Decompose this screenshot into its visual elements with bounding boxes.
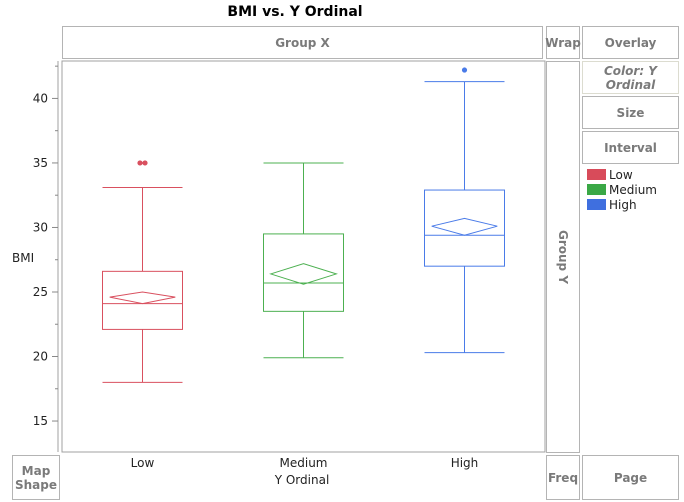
y-tick-label: 35 xyxy=(33,156,48,170)
legend-swatch xyxy=(587,169,606,180)
y-tick-label: 15 xyxy=(33,414,48,428)
page-zone[interactable]: Page xyxy=(582,455,679,500)
y-axis-label: BMI xyxy=(12,251,34,265)
outlier-point[interactable] xyxy=(461,67,468,73)
group-x-zone[interactable]: Group X xyxy=(62,26,543,59)
wrap-zone[interactable]: Wrap xyxy=(545,26,581,59)
box-high xyxy=(424,67,505,354)
box-iqr xyxy=(263,233,344,312)
y-tick-label: 40 xyxy=(33,91,48,105)
y-tick-label: 25 xyxy=(33,285,48,299)
freq-zone[interactable]: Freq xyxy=(546,455,580,500)
interval-zone[interactable]: Interval xyxy=(582,131,679,164)
x-axis-label: Y Ordinal xyxy=(274,473,330,487)
legend: Low Medium High xyxy=(587,167,657,212)
map-shape-zone[interactable]: Map Shape xyxy=(12,455,60,500)
box-low xyxy=(102,160,183,383)
x-tick-label: High xyxy=(451,456,479,470)
color-zone[interactable]: Color: Y Ordinal xyxy=(582,61,679,94)
group-y-zone[interactable]: Group Y xyxy=(546,61,580,453)
box-medium xyxy=(263,162,344,359)
x-tick-label: Medium xyxy=(280,456,328,470)
legend-item-low[interactable]: Low xyxy=(587,167,657,182)
box-iqr xyxy=(424,189,505,267)
y-tick-label: 30 xyxy=(33,220,48,234)
legend-swatch xyxy=(587,199,606,210)
y-tick-label: 20 xyxy=(33,350,48,364)
mean-diamond xyxy=(269,263,338,285)
chart-title: BMI vs. Y Ordinal xyxy=(227,4,363,20)
outlier-point[interactable] xyxy=(137,160,143,166)
legend-swatch xyxy=(587,184,606,195)
outlier-point[interactable] xyxy=(142,160,148,166)
mean-diamond xyxy=(431,217,498,236)
x-tick-label: Low xyxy=(131,456,155,470)
plot-frame xyxy=(61,60,546,453)
mean-diamond xyxy=(109,291,176,305)
legend-item-high[interactable]: High xyxy=(587,197,657,212)
group-y-label: Group Y xyxy=(556,229,571,285)
size-zone[interactable]: Size xyxy=(582,96,679,129)
legend-item-medium[interactable]: Medium xyxy=(587,182,657,197)
box-iqr xyxy=(102,270,183,330)
overlay-zone[interactable]: Overlay xyxy=(582,26,679,59)
